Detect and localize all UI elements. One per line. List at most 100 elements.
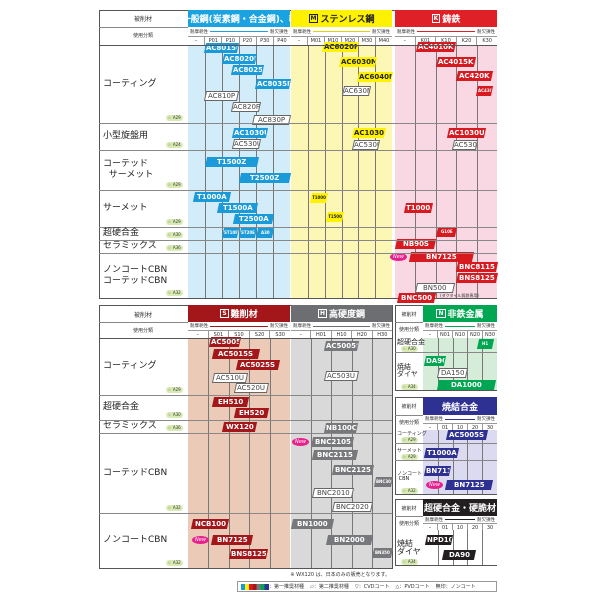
grade-chip[interactable]: AC520U — [233, 383, 270, 393]
grade-chip[interactable]: WX120 — [221, 422, 258, 432]
grade-chip[interactable]: G10E — [435, 227, 458, 237]
grade-chip[interactable]: T1000A — [423, 448, 460, 458]
grade-chip[interactable]: T1000A — [192, 192, 232, 202]
class-label: 使用分類 — [398, 420, 419, 426]
grade-chip[interactable]: BNC2105 — [310, 437, 355, 447]
section-header-M: M ステンレス鋼 — [291, 10, 392, 27]
grade-chip[interactable]: AC5025S — [235, 360, 281, 370]
wear-toughness-arrow: 耐摩耗性 耐欠損性 — [188, 27, 290, 36]
grade-chip[interactable]: AC1030U — [446, 128, 487, 138]
grade-chip[interactable]: AC530U — [451, 140, 479, 150]
grade-chip[interactable]: AC6030M — [338, 57, 378, 67]
grade-chip[interactable]: AC8020P — [221, 54, 258, 64]
grade-chip[interactable]: AC8025P — [230, 65, 265, 75]
grade-chip[interactable]: BN7125 — [444, 480, 494, 490]
grade-chip[interactable]: BNC8115 — [455, 262, 499, 272]
grade-chip[interactable]: BN1000 — [290, 519, 335, 529]
grade-chip[interactable]: NB100C — [323, 423, 359, 433]
row-label: 焼結 ダイヤ — [397, 363, 418, 378]
class-code: H20 — [351, 331, 371, 338]
grade-chip[interactable]: BNS8125 — [455, 273, 499, 283]
grade-chip[interactable]: AC630M — [341, 86, 372, 96]
grade-chip[interactable]: AC820P — [230, 102, 262, 112]
class-code: – — [428, 425, 432, 431]
grade-chip[interactable]: AC530U — [351, 140, 381, 150]
grade-chip[interactable]: AC430K — [475, 86, 494, 96]
material-label: 被削材 — [401, 506, 417, 512]
class-code: N30 — [482, 331, 497, 338]
grade-chip[interactable]: T1500A — [216, 203, 259, 213]
grade-chip[interactable]: H1 — [476, 339, 495, 349]
grade-chip[interactable]: ST10P — [221, 228, 240, 238]
grade-chip[interactable]: BNC500 — [396, 293, 437, 303]
grade-chip[interactable]: AC4015K — [435, 57, 477, 67]
grade-chip[interactable]: NCB100 — [190, 519, 230, 529]
grade-chip[interactable]: BNC300 — [373, 477, 394, 487]
grade-chip[interactable]: A30 — [255, 228, 275, 238]
wear-toughness-arrow: 耐摩耗性 耐欠損性 — [395, 27, 497, 36]
grade-chip[interactable]: T1500Z — [204, 157, 260, 167]
wear-resistance-label: 耐摩耗性 — [397, 29, 415, 35]
grade-chip[interactable]: BN7115 — [423, 466, 452, 476]
class-code: – — [297, 38, 301, 44]
class-code: 30 — [482, 524, 497, 531]
grade-chip[interactable]: AC5015S — [211, 349, 261, 359]
class-code: N10 — [452, 331, 467, 338]
grade-chip[interactable]: EH510 — [211, 397, 250, 407]
row-label: 超硬合金 — [103, 402, 140, 412]
grade-chip[interactable]: BN500 — [414, 283, 456, 293]
grade-chip[interactable]: BN350 — [371, 548, 394, 558]
grade-chip[interactable]: T1000A — [309, 193, 329, 203]
color-swatches-icon — [241, 583, 269, 590]
header-divider — [99, 338, 393, 339]
row-label: サーメット — [397, 448, 422, 454]
row-divider — [99, 190, 497, 191]
grade-chip[interactable]: T2500A — [232, 214, 275, 224]
double-arrow-icon — [417, 31, 475, 32]
grade-chip[interactable]: AC5005S — [323, 341, 360, 351]
class-code: M30 — [358, 37, 375, 45]
grade-chip[interactable]: EH520 — [233, 408, 270, 418]
class-code: – — [299, 332, 302, 338]
grade-chip[interactable]: AC503U — [323, 371, 360, 381]
column-line — [437, 430, 439, 494]
row-label: ノンコートCBN — [103, 535, 168, 545]
grade-label: NB90S — [402, 240, 429, 248]
grade-chip[interactable]: DA90 — [423, 356, 447, 366]
grade-chip[interactable]: AC4010K — [415, 42, 457, 52]
grade-chip[interactable]: AC810P — [203, 91, 240, 101]
grade-chip[interactable]: AC1030U — [231, 128, 269, 138]
class-codes-row: – P01 P10 P20 P30 P40 — [188, 36, 290, 45]
grade-chip[interactable]: BNC2020 — [331, 502, 374, 512]
grade-chip[interactable]: AC8035P — [254, 79, 292, 89]
grade-chip[interactable]: ST20E — [238, 228, 258, 238]
grade-chip[interactable]: AC510U — [211, 373, 249, 383]
grade-chip[interactable]: AC6040M — [356, 72, 394, 82]
grade-chip[interactable]: AC6020M — [321, 42, 360, 52]
grade-chip[interactable]: NPD10 — [424, 535, 454, 545]
grade-chip[interactable]: DA150 — [436, 368, 469, 378]
grade-chip[interactable]: AC5005S — [445, 430, 489, 440]
grade-chip[interactable]: BNS8125 — [228, 549, 269, 559]
grade-chip[interactable]: AC420K — [455, 71, 494, 81]
grade-chip[interactable]: BNC2125 — [331, 465, 375, 475]
grade-chip[interactable]: T1500A — [325, 212, 345, 222]
grade-chip[interactable]: T1000A — [403, 203, 434, 213]
outline-chip-icon: ▱ — [310, 584, 314, 590]
class-code: P10 — [221, 37, 238, 45]
wear-toughness-arrow: 耐摩耗性 耐欠損性 — [423, 322, 497, 330]
grade-chip[interactable]: T2500Z — [238, 173, 292, 183]
grade-chip[interactable]: DA90 — [441, 550, 477, 560]
column-line — [482, 338, 484, 390]
grade-chip[interactable]: DA1000 — [436, 380, 497, 390]
grade-chip[interactable]: BNC2115 — [311, 450, 359, 460]
grade-label: AC5005S — [326, 342, 360, 350]
grade-chip[interactable]: AC530U — [231, 139, 262, 149]
grade-chip[interactable]: BN2000 — [325, 535, 374, 545]
grade-label: EH520 — [238, 409, 265, 417]
page-reference: ☞ A29 — [166, 219, 183, 225]
grade-chip[interactable]: AC1030U — [351, 128, 387, 138]
grade-chip[interactable]: BNC2010 — [311, 488, 355, 498]
grade-chip[interactable]: BN7125 — [210, 535, 254, 545]
